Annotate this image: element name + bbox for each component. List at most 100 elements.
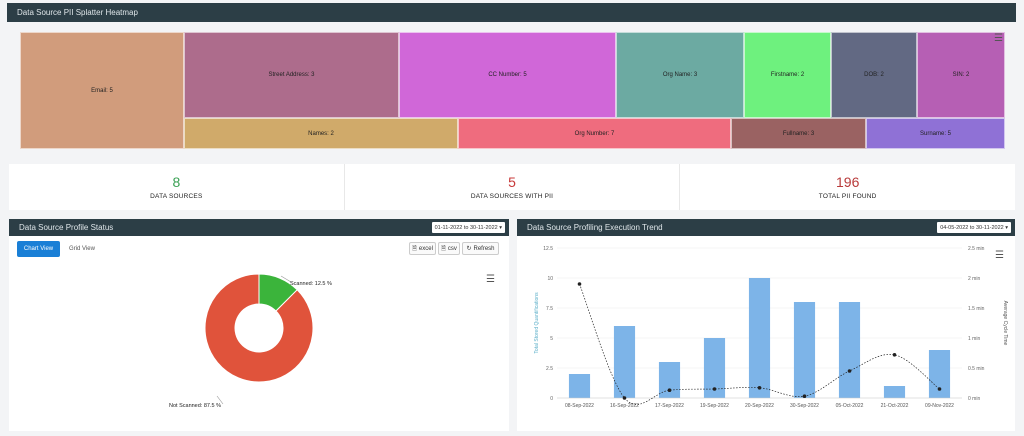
- cycle-time-point[interactable]: [757, 386, 762, 390]
- summary-stats: 8 DATA SOURCES 5 DATA SOURCES WITH PII 1…: [9, 164, 1015, 210]
- cycle-time-point[interactable]: [667, 388, 672, 392]
- donut-slice[interactable]: [204, 273, 314, 383]
- execution-trend-chart: 0 2.5 5 7.5 10 12.5 0 min 0.5 min 1 min 1.5 min 2 …: [534, 246, 1008, 409]
- y-tick-label: 2.5: [546, 366, 553, 372]
- heatmap-cell-label: Surname: 5: [919, 130, 952, 137]
- x-tick-label: 20-Sep-2022: [745, 403, 774, 409]
- heatmap-cell-label: Org Name: 3: [662, 72, 698, 78]
- y2-tick-label: 2.5 min: [968, 246, 985, 252]
- execution-trend-title: Data Source Profiling Execution Trend: [527, 223, 663, 232]
- date-range-value: 01-11-2022 to 30-11-2022: [434, 224, 498, 231]
- refresh-label: Refresh: [473, 245, 495, 252]
- trend-bar[interactable]: [568, 374, 591, 398]
- y-tick-label: 7.5: [546, 306, 553, 312]
- profile-status-header: Data Source Profile Status 01-11-2022 to…: [9, 219, 509, 236]
- heatmap-cell-label: DOB: 2: [864, 72, 884, 78]
- y-tick-label: 12.5: [543, 246, 553, 252]
- heatmap-cell[interactable]: Street Address: 3: [184, 32, 399, 118]
- trend-bar[interactable]: [838, 302, 861, 398]
- hamburger-menu-icon[interactable]: ☰: [995, 250, 1004, 261]
- trend-bar[interactable]: [748, 278, 771, 398]
- profile-status-panel: Chart View Grid View 🗎 excel 🗎 csv ↻ Refres…: [9, 236, 509, 431]
- heatmap-cell[interactable]: Org Name: 3: [616, 32, 744, 118]
- y2-axis-label: Average Cycle Time: [1002, 301, 1008, 346]
- cycle-time-point[interactable]: [577, 282, 582, 286]
- cycle-time-point[interactable]: [712, 387, 717, 391]
- heatmap-cell[interactable]: DOB: 2: [831, 32, 917, 118]
- stat-label: TOTAL PII FOUND: [818, 193, 877, 200]
- slice-label-not-scanned: Not Scanned: 87.5 %: [169, 403, 221, 409]
- heatmap-cell-label: Firstname: 2: [770, 72, 805, 78]
- refresh-button[interactable]: ↻ Refresh: [462, 242, 499, 255]
- y2-tick-label: 2 min: [968, 276, 980, 282]
- heatmap-cell-label: SIN: 2: [952, 72, 970, 78]
- heatmap-cell[interactable]: Org Number: 7: [458, 118, 731, 149]
- trend-bar[interactable]: [703, 338, 726, 398]
- y2-tick-label: 1.5 min: [968, 306, 985, 312]
- trend-bar[interactable]: [658, 362, 681, 398]
- trend-date-range-select[interactable]: 04-05-2022 to 30-11-2022 ▾: [937, 222, 1011, 233]
- heatmap-cell-label: Names: 2: [308, 130, 334, 137]
- cycle-time-point[interactable]: [622, 396, 627, 400]
- trend-bar[interactable]: [883, 386, 906, 398]
- cycle-time-point[interactable]: [802, 394, 807, 398]
- pii-heatmap: Email: 5 Street Address: 3 CC Number: 5 …: [20, 32, 1005, 149]
- excel-label: excel: [418, 245, 433, 252]
- slice-connector: [280, 275, 292, 283]
- x-tick-label: 16-Sep-2022: [610, 403, 639, 409]
- heatmap-header: Data Source PII Splatter Heatmap: [7, 3, 1016, 22]
- heatmap-cell[interactable]: Names: 2: [184, 118, 458, 149]
- x-tick-label: 21-Oct-2022: [881, 403, 909, 409]
- x-tick-label: 09-Nov-2022: [925, 403, 954, 409]
- tab-grid-view[interactable]: Grid View: [69, 246, 95, 252]
- profile-date-range-select[interactable]: 01-11-2022 to 30-11-2022 ▾: [431, 222, 505, 233]
- heatmap-cell-label: CC Number: 5: [488, 72, 527, 78]
- slice-label-scanned: Scanned: 12.5 %: [290, 281, 332, 287]
- trend-bar[interactable]: [928, 350, 951, 398]
- file-icon: 🗎: [412, 245, 417, 252]
- heatmap-cell[interactable]: Email: 5: [20, 32, 184, 149]
- trend-bar[interactable]: [793, 302, 816, 398]
- cycle-time-point[interactable]: [847, 369, 852, 373]
- heatmap-cell[interactable]: Fullname: 3: [731, 118, 866, 149]
- y2-tick-label: 0 min: [968, 396, 980, 402]
- refresh-icon: ↻: [466, 246, 472, 252]
- execution-trend-panel: ☰ 0 2.5 5 7.5 10 12.5 0 min 0.5 min 1 min 1.5 min…: [517, 236, 1015, 431]
- cycle-time-point[interactable]: [937, 387, 942, 391]
- heatmap-cell-label: Org Number: 7: [574, 130, 615, 137]
- y2-tick-label: 0.5 min: [968, 366, 985, 372]
- caret-down-icon: ▾: [499, 224, 502, 231]
- trend-bar[interactable]: [613, 326, 636, 398]
- cycle-time-point[interactable]: [892, 353, 897, 357]
- execution-trend-header: Data Source Profiling Execution Trend 04…: [517, 219, 1015, 236]
- y-tick-label: 10: [547, 276, 553, 282]
- profile-status-title: Data Source Profile Status: [19, 223, 114, 232]
- x-tick-label: 05-Oct-2022: [836, 403, 864, 409]
- heatmap-cell[interactable]: SIN: 2: [917, 32, 1005, 118]
- export-csv-button[interactable]: 🗎 csv: [438, 242, 460, 255]
- heatmap-cell[interactable]: CC Number: 5: [399, 32, 616, 118]
- stat-label: DATA SOURCES WITH PII: [470, 193, 554, 200]
- csv-label: csv: [447, 245, 457, 252]
- stat-data-sources: 8 DATA SOURCES: [9, 164, 345, 210]
- stat-value: 196: [836, 174, 860, 190]
- hamburger-menu-icon[interactable]: ☰: [486, 274, 495, 285]
- y-axis-label: Total Stored Quantifications: [534, 292, 540, 354]
- stat-label: DATA SOURCES: [150, 193, 203, 200]
- export-excel-button[interactable]: 🗎 excel: [409, 242, 436, 255]
- stat-value: 8: [172, 174, 181, 190]
- heatmap-title: Data Source PII Splatter Heatmap: [17, 8, 138, 17]
- date-range-value: 04-05-2022 to 30-11-2022: [940, 224, 1004, 231]
- x-tick-label: 30-Sep-2022: [790, 403, 819, 409]
- stat-sources-with-pii: 5 DATA SOURCES WITH PII: [345, 164, 681, 210]
- stat-value: 5: [508, 174, 516, 190]
- heatmap-cell[interactable]: Surname: 5: [866, 118, 1005, 149]
- x-tick-label: 19-Sep-2022: [700, 403, 729, 409]
- heatmap-cell-label: Street Address: 3: [268, 72, 315, 78]
- hamburger-menu-icon[interactable]: ☰: [994, 33, 1003, 44]
- tab-chart-view[interactable]: Chart View: [17, 241, 60, 257]
- heatmap-cell[interactable]: Firstname: 2: [744, 32, 831, 118]
- x-tick-label: 17-Sep-2022: [655, 403, 684, 409]
- y-tick-label: 0: [550, 396, 553, 402]
